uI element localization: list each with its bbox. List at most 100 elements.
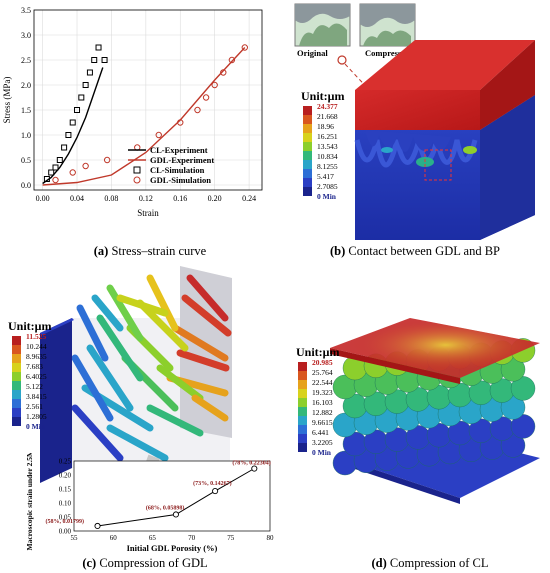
legend-label: GDL-Experiment — [150, 155, 214, 165]
scale-label: 12.882 — [312, 408, 333, 417]
scale-label: 6.441 — [312, 428, 329, 437]
data-point — [82, 162, 89, 170]
gdl-compression-render: Unit:μm 11.52510.2448.96357.6836.40255.1… — [8, 266, 274, 553]
scale-swatch — [298, 425, 307, 434]
particle — [510, 376, 536, 401]
y-tick-label: 3.5 — [21, 6, 31, 15]
x-tick-label: 60 — [110, 534, 118, 542]
original-label: Original — [297, 48, 328, 58]
data-label: (78%, 0.22304) — [232, 460, 271, 467]
scale-label: 22.544 — [312, 378, 333, 387]
x-tick-label: 70 — [188, 534, 196, 542]
scale-label: 5.417 — [317, 172, 334, 181]
x-tick-label: 0.08 — [104, 194, 118, 203]
data-point — [212, 488, 219, 495]
unit-label-c: Unit:μm — [8, 319, 51, 333]
scale-label: 0 Min — [312, 448, 332, 457]
scale-swatch — [12, 372, 21, 381]
scale-label: 19.323 — [312, 388, 333, 397]
cl-compression-render: Unit:μm 20.98525.76422.54419.32316.10312… — [296, 318, 540, 504]
caption-d-text: Compression of CL — [389, 556, 489, 570]
scale-swatch — [303, 178, 312, 187]
inset-frame — [73, 460, 271, 532]
data-point — [172, 511, 179, 518]
scale-swatch — [303, 160, 312, 169]
data-point — [101, 57, 108, 63]
scale-swatch — [298, 443, 307, 452]
series-line — [97, 468, 255, 527]
scale-swatch — [298, 362, 307, 371]
caption-b-text: Contact between GDL and BP — [348, 244, 500, 258]
scale-swatch — [12, 390, 21, 399]
legend: CL-ExperimentGDL-ExperimentCL-Simulation… — [128, 145, 214, 185]
data-point — [211, 81, 218, 89]
grid — [34, 9, 262, 190]
scale-swatch — [303, 124, 312, 133]
data-point — [65, 132, 72, 138]
caption-d: (d) Compression of CL — [330, 556, 530, 571]
data-point — [202, 94, 210, 101]
scale-label: 0 Min — [317, 192, 337, 201]
caption-a-text: Stress–strain curve — [111, 244, 207, 258]
scale-swatch — [12, 399, 21, 408]
y-tick-label: 2.0 — [21, 81, 31, 90]
x-tick-label: 0.24 — [242, 194, 256, 203]
legend-label: GDL-Simulation — [150, 175, 211, 185]
scale-swatch — [12, 354, 21, 363]
data-point — [52, 164, 59, 171]
data-point — [94, 522, 101, 530]
scale-label: 7.683 — [26, 362, 43, 371]
scale-swatch — [298, 416, 307, 425]
data-point — [43, 176, 50, 182]
data-point — [61, 144, 68, 151]
contact-gdl-bp-render: Original Compressed Unit:μm 24.37721.668… — [294, 3, 535, 240]
compressed-label: Compressed — [365, 48, 410, 58]
scale-swatch — [12, 408, 21, 417]
data-point — [220, 69, 227, 76]
scale-label: 9.6615 — [312, 418, 333, 427]
scale-swatch — [12, 417, 21, 426]
data-point — [82, 82, 89, 88]
data-point — [48, 169, 55, 176]
data-point — [155, 131, 162, 139]
scale-swatch — [303, 133, 312, 142]
stress-strain-chart: 0.00 0.04 0.08 0.12 0.16 0.20 0.24 0.0 0.5 1.0 1.5… — [2, 6, 263, 218]
data-point — [194, 106, 201, 114]
data-point — [69, 169, 76, 176]
x-tick-label: 0.12 — [139, 194, 153, 203]
unit-label-d: Unit:μm — [296, 345, 339, 359]
scale-label: 21.668 — [317, 112, 338, 121]
y-axis-label: Macroscopic strain under 2.5MPa — [25, 441, 34, 550]
scale-swatch — [298, 407, 307, 416]
unit-label-b: Unit:μm — [301, 89, 344, 103]
scale-swatch — [12, 363, 21, 372]
scale-label: 8.9635 — [26, 352, 47, 361]
scale-label: 24.377 — [317, 102, 338, 111]
x-tick-label: 75 — [227, 534, 235, 542]
scale-label: 16.251 — [317, 132, 338, 141]
color-scale-d: 20.98525.76422.54419.32316.10312.8829.66… — [298, 358, 333, 457]
scale-swatch — [298, 380, 307, 389]
scale-swatch — [298, 389, 307, 398]
scale-label: 1.2805 — [26, 412, 47, 421]
y-tick-label: 0.15 — [59, 486, 72, 494]
caption-a: (a) Stress–strain curve — [40, 244, 260, 259]
particle — [510, 414, 536, 439]
y-tick-label: 1.5 — [21, 106, 31, 115]
y-tick-label: 0.05 — [59, 514, 72, 522]
data-point — [91, 57, 98, 63]
x-tick-label: 0.00 — [36, 194, 50, 203]
scale-label: 3.8415 — [26, 392, 47, 401]
data-point — [251, 465, 258, 472]
x-tick-label: 0.04 — [70, 194, 84, 203]
data-label: (58%, 0.01799) — [46, 518, 85, 525]
porosity-strain-chart: 55 60 65 70 75 80 0.00 0.05 0.10 0.15 0.20 0.25 Init… — [25, 441, 274, 553]
scale-label: 5.122 — [26, 382, 43, 391]
x-axis-label: Initial GDL Porosity (%) — [127, 543, 218, 553]
y-tick-label: 2.5 — [21, 56, 31, 65]
scale-label: 6.4025 — [26, 372, 47, 381]
data-point — [74, 107, 81, 113]
x-tick-label: 0.20 — [208, 194, 222, 203]
data-label: (68%, 0.05898) — [146, 504, 185, 511]
